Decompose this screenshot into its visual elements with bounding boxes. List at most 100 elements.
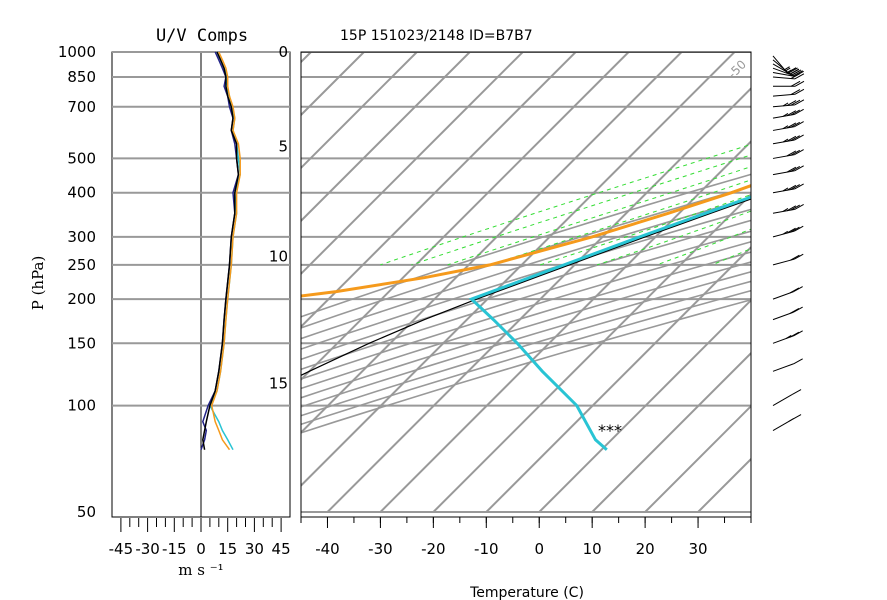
barb-flag [793, 330, 803, 337]
barb-half-flag [784, 67, 791, 72]
barb-flag [794, 183, 804, 190]
dry-adiabat-label: 110 [26, 485, 50, 512]
x-tick-label: 15 [218, 540, 237, 558]
pressure-tick-labels: 50 100 150 200 250 300 400 500 700 850 1000 [58, 43, 96, 521]
dry-adiabat [301, 280, 751, 417]
wind-barb [772, 88, 805, 97]
x-tick-label: 45 [272, 540, 291, 558]
x-axis-label: Temperature (C) [469, 585, 584, 600]
barb-flag [790, 226, 800, 233]
dry-adiabat [301, 270, 751, 408]
barb-half-flag [782, 187, 789, 192]
barb-flag [794, 108, 804, 115]
dry-adiabat [301, 173, 751, 318]
sounding-line [468, 195, 751, 451]
barb-staff [772, 363, 794, 372]
pressure-tick-label: 700 [67, 98, 96, 116]
left-panel-title: U/V Comps [156, 26, 248, 46]
dry-adiabat-label: 160 [145, 485, 169, 512]
pressure-tick-label: 150 [67, 334, 96, 352]
barb-flag [790, 109, 801, 116]
moist-adiabat-lines [380, 143, 751, 266]
barb-flag [794, 165, 804, 172]
sounding-line [301, 184, 751, 298]
temperature-tick-label: 0 [534, 540, 544, 558]
barb-flag [786, 150, 797, 157]
height-tick-label: 0 [278, 43, 288, 61]
barb-flag [790, 73, 801, 79]
isotherm [301, 52, 683, 435]
isotherm [750, 510, 751, 512]
height-tick-labels: 0 5 10 15 [269, 43, 288, 392]
left-x-axis-label: m s ⁻¹ [178, 561, 223, 579]
left-x-tick-labels: -45 -30 -15 0 15 30 45 [109, 518, 291, 558]
wind-barb [772, 330, 803, 344]
dry-adiabat [301, 219, 751, 361]
temperature-tick-label: -40 [315, 540, 340, 558]
barb-half-flag [782, 112, 789, 117]
barb-half-flag [782, 208, 789, 212]
barb-flag [794, 121, 804, 128]
height-tick-label: 5 [278, 138, 288, 156]
pressure-grid-lines [301, 52, 751, 513]
wind-barb [772, 414, 802, 431]
dry-adiabat-label: 150 [121, 485, 145, 512]
barb-half-flag [788, 418, 794, 422]
y-axis-label: P (hPa) [29, 256, 47, 311]
chart-title: 15P 151023/2148 ID=B7B7 [340, 28, 533, 44]
wind-barb [772, 99, 805, 108]
wind-barbs [772, 55, 805, 431]
isotherm [326, 87, 751, 513]
dry-adiabat [301, 289, 751, 426]
moist-adiabat [447, 166, 751, 266]
wind-barb [772, 149, 804, 159]
isotherm [301, 52, 577, 329]
temperature-tick-labels: -40 -30 -20 -10 0 10 20 30 [300, 517, 752, 558]
barb-flag [790, 121, 801, 128]
wind-barb [772, 389, 802, 406]
barb-flag [786, 110, 797, 117]
dry-adiabat [301, 251, 751, 390]
barb-staff [772, 394, 793, 406]
barb-flag [790, 99, 801, 106]
pressure-tick-label: 1000 [58, 43, 96, 61]
barb-flag [786, 122, 797, 129]
temperature-tick-label: 20 [636, 540, 655, 558]
barb-flag [790, 135, 801, 142]
wind-barb [773, 80, 805, 87]
isotherm-label: -40 [725, 4, 749, 28]
barb-flag [790, 70, 801, 77]
wind-barb [772, 183, 804, 194]
x-tick-label: -30 [135, 540, 160, 558]
barb-half-flag [785, 69, 792, 74]
dry-adiabat [301, 197, 751, 340]
barb-flag [789, 68, 800, 75]
dry-adiabat-label: 120 [50, 485, 74, 512]
wind-barb [772, 73, 805, 80]
wind-barb [772, 121, 804, 131]
barb-flag [789, 331, 800, 338]
isotherm-lines [301, 52, 751, 513]
barb-flag [794, 149, 804, 156]
uv-series [200, 51, 241, 451]
isotherm [538, 298, 751, 513]
uv-series-line [210, 51, 241, 451]
pressure-tick-label: 500 [67, 149, 96, 167]
isotherm [432, 192, 751, 513]
barb-flag [793, 306, 803, 313]
barb-half-flag [782, 138, 789, 143]
wind-barb [772, 225, 804, 238]
barb-flag [790, 80, 801, 87]
pressure-tick-label: 400 [67, 184, 96, 202]
dry-adiabat [301, 240, 751, 380]
barb-flag [794, 225, 804, 232]
barb-flag [786, 227, 796, 234]
barb-flag [794, 88, 805, 95]
barb-flag [790, 204, 801, 211]
isotherm [301, 52, 471, 223]
x-tick-label: -15 [162, 540, 187, 558]
skew-t-frame [300, 51, 752, 518]
barb-flag [790, 184, 801, 191]
temperature-tick-label: -30 [368, 540, 393, 558]
